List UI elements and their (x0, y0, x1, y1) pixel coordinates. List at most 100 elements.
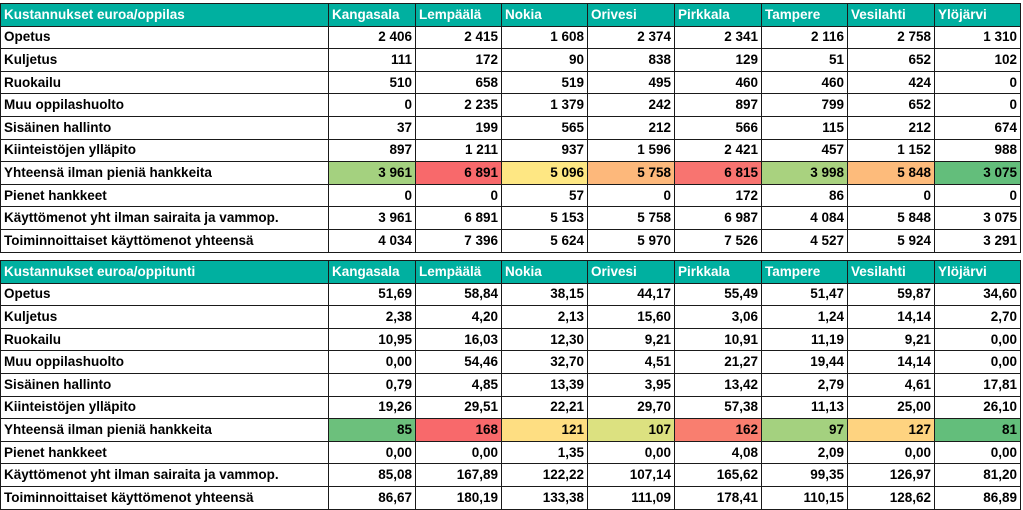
value-cell: 102 (934, 48, 1021, 72)
table-row: Sisäinen hallinto 37 199 565 212 566 115 212 674 (0, 115, 1021, 140)
value-cell: 4,20 (415, 305, 502, 329)
row-label: Käyttömenot yht ilman sairaita ja vammop… (0, 206, 329, 230)
column-header: Vesilahti (847, 3, 935, 27)
value-cell: 1 596 (587, 138, 675, 163)
value-cell: 58,84 (415, 282, 502, 307)
value-cell: 121 (501, 418, 588, 442)
value-cell: 3 075 (934, 161, 1021, 185)
value-cell: 165,62 (674, 463, 762, 487)
value-cell: 168 (415, 418, 502, 442)
table-row: Kuljetus 111 172 90 838 129 51 652 102 (0, 48, 1021, 72)
value-cell: 199 (415, 115, 502, 140)
value-cell: 212 (847, 115, 935, 140)
row-label: Yhteensä ilman pieniä hankkeita (0, 418, 329, 442)
value-cell: 29,51 (415, 395, 502, 420)
row-label: Ruokailu (0, 327, 329, 352)
value-cell: 54,46 (415, 350, 502, 374)
column-header: Tampere (761, 260, 848, 284)
value-cell: 2 116 (761, 25, 848, 50)
value-cell: 129 (674, 48, 762, 72)
value-cell: 81 (934, 418, 1021, 442)
value-cell: 799 (761, 93, 848, 117)
value-cell: 0,00 (415, 440, 502, 465)
value-cell: 0 (934, 70, 1021, 95)
table-row: Opetus 2 406 2 415 1 608 2 374 2 341 2 116 2 75… (0, 25, 1021, 50)
value-cell: 26,10 (934, 395, 1021, 420)
value-cell: 658 (415, 70, 502, 95)
value-cell: 565 (501, 115, 588, 140)
table-row: Yhteensä ilman pieniä hankkeita 3 961 6 89… (0, 161, 1021, 185)
row-label: Kiinteistöjen ylläpito (0, 138, 329, 163)
value-cell: 1,35 (501, 440, 588, 465)
column-header: Ylöjärvi (934, 260, 1021, 284)
value-cell: 11,13 (761, 395, 848, 420)
table-row: Toiminnoittaiset käyttömenot yhteensä 4 0… (0, 228, 1021, 253)
value-cell: 4 084 (761, 206, 848, 230)
value-cell: 11,19 (761, 327, 848, 352)
value-cell: 57,38 (674, 395, 762, 420)
value-cell: 86,89 (934, 485, 1021, 510)
value-cell: 90 (501, 48, 588, 72)
value-cell: 3 961 (328, 161, 416, 185)
value-cell: 21,27 (674, 350, 762, 374)
value-cell: 162 (674, 418, 762, 442)
row-label: Sisäinen hallinto (0, 115, 329, 140)
value-cell: 167,89 (415, 463, 502, 487)
column-header: Nokia (501, 260, 588, 284)
value-cell: 2 341 (674, 25, 762, 50)
value-cell: 0 (847, 183, 935, 208)
value-cell: 5 758 (587, 161, 675, 185)
value-cell: 3,95 (587, 372, 675, 397)
value-cell: 2,79 (761, 372, 848, 397)
value-cell: 107,14 (587, 463, 675, 487)
value-cell: 838 (587, 48, 675, 72)
value-cell: 0,00 (934, 350, 1021, 374)
value-cell: 29,70 (587, 395, 675, 420)
value-cell: 566 (674, 115, 762, 140)
value-cell: 13,42 (674, 372, 762, 397)
value-cell: 3,06 (674, 305, 762, 329)
table-row: Kiinteistöjen ylläpito 897 1 211 937 1 596 2 … (0, 138, 1021, 163)
value-cell: 19,26 (328, 395, 416, 420)
value-cell: 5 848 (847, 206, 935, 230)
value-cell: 51,47 (761, 282, 848, 307)
table-title: Kustannukset euroa/oppitunti (0, 260, 329, 284)
value-cell: 10,95 (328, 327, 416, 352)
value-cell: 0,00 (587, 440, 675, 465)
value-cell: 0,79 (328, 372, 416, 397)
value-cell: 133,38 (501, 485, 588, 510)
value-cell: 460 (761, 70, 848, 95)
value-cell: 126,97 (847, 463, 935, 487)
column-header: Lempäälä (415, 3, 502, 27)
value-cell: 81,20 (934, 463, 1021, 487)
value-cell: 5 970 (587, 228, 675, 253)
value-cell: 519 (501, 70, 588, 95)
table-row: Käyttömenot yht ilman sairaita ja vammop… (0, 463, 1021, 487)
value-cell: 2 758 (847, 25, 935, 50)
value-cell: 51,69 (328, 282, 416, 307)
value-cell: 85,08 (328, 463, 416, 487)
value-cell: 4 034 (328, 228, 416, 253)
value-cell: 122,22 (501, 463, 588, 487)
value-cell: 2,38 (328, 305, 416, 329)
value-cell: 0 (934, 183, 1021, 208)
value-cell: 897 (674, 93, 762, 117)
table-row: Kiinteistöjen ylläpito 19,26 29,51 22,21 29,… (0, 395, 1021, 420)
cost-per-pupil-table: Kustannukset euroa/oppilas Kangasala Lempä… (0, 3, 1021, 253)
value-cell: 5 624 (501, 228, 588, 253)
value-cell: 1 152 (847, 138, 935, 163)
value-cell: 85 (328, 418, 416, 442)
value-cell: 9,21 (587, 327, 675, 352)
value-cell: 3 075 (934, 206, 1021, 230)
value-cell: 6 891 (415, 161, 502, 185)
value-cell: 5 924 (847, 228, 935, 253)
value-cell: 652 (847, 48, 935, 72)
value-cell: 5 758 (587, 206, 675, 230)
row-label: Yhteensä ilman pieniä hankkeita (0, 161, 329, 185)
row-label: Kuljetus (0, 48, 329, 72)
value-cell: 6 987 (674, 206, 762, 230)
value-cell: 510 (328, 70, 416, 95)
value-cell: 14,14 (847, 350, 935, 374)
table-body: Opetus 2 406 2 415 1 608 2 374 2 341 2 116 2 75… (0, 25, 1021, 253)
value-cell: 0,00 (847, 440, 935, 465)
